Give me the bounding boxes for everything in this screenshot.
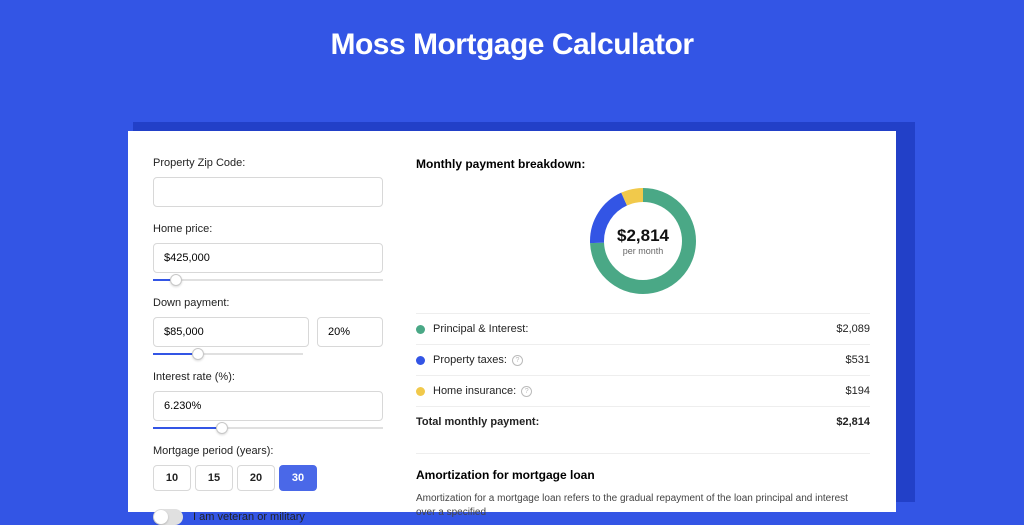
period-btn-15[interactable]: 15 xyxy=(195,465,233,491)
amortization-text: Amortization for a mortgage loan refers … xyxy=(416,492,870,520)
zip-group: Property Zip Code: xyxy=(153,157,383,207)
down-payment-label: Down payment: xyxy=(153,297,383,309)
legend-text: Total monthly payment: xyxy=(416,416,539,428)
period-btn-20[interactable]: 20 xyxy=(237,465,275,491)
slider-thumb[interactable] xyxy=(192,348,204,360)
down-payment-pct-input[interactable] xyxy=(317,317,383,347)
slider-thumb[interactable] xyxy=(216,422,228,434)
zip-label: Property Zip Code: xyxy=(153,157,383,169)
slider-fill xyxy=(153,427,222,429)
interest-group: Interest rate (%): xyxy=(153,371,383,429)
legend-label: Home insurance: ? xyxy=(433,385,846,397)
down-payment-group: Down payment: xyxy=(153,297,383,355)
legend-value: $2,814 xyxy=(836,416,870,428)
down-payment-slider[interactable] xyxy=(153,353,303,355)
donut-center: $2,814 per month xyxy=(583,181,703,301)
donut-amount: $2,814 xyxy=(617,226,669,246)
period-btn-10[interactable]: 10 xyxy=(153,465,191,491)
period-options: 10 15 20 30 xyxy=(153,465,383,491)
toggle-knob xyxy=(154,510,168,524)
calculator-card: Property Zip Code: Home price: Down paym… xyxy=(128,131,896,512)
veteran-label: I am veteran or military xyxy=(193,511,305,523)
breakdown-panel: Monthly payment breakdown: $2,814 per mo xyxy=(408,131,896,512)
home-price-slider[interactable] xyxy=(153,279,383,281)
page-title: Moss Mortgage Calculator xyxy=(0,0,1024,84)
amortization-title: Amortization for mortgage loan xyxy=(416,468,870,482)
legend-text: Home insurance: xyxy=(433,385,516,397)
legend-row-principal: Principal & Interest: $2,089 xyxy=(416,314,870,345)
home-price-label: Home price: xyxy=(153,223,383,235)
legend-dot xyxy=(416,325,425,334)
zip-input[interactable] xyxy=(153,177,383,207)
slider-thumb[interactable] xyxy=(170,274,182,286)
donut-wrap: $2,814 per month xyxy=(416,181,870,301)
veteran-row: I am veteran or military xyxy=(153,509,383,525)
legend-value: $194 xyxy=(846,385,870,397)
legend-row-total: Total monthly payment: $2,814 xyxy=(416,407,870,437)
legend-label: Property taxes: ? xyxy=(433,354,846,366)
form-panel: Property Zip Code: Home price: Down paym… xyxy=(128,131,408,512)
down-payment-amount-input[interactable] xyxy=(153,317,309,347)
period-btn-30[interactable]: 30 xyxy=(279,465,317,491)
legend-dot xyxy=(416,356,425,365)
legend-value: $531 xyxy=(846,354,870,366)
breakdown-title: Monthly payment breakdown: xyxy=(416,157,870,171)
home-price-input[interactable] xyxy=(153,243,383,273)
interest-label: Interest rate (%): xyxy=(153,371,383,383)
interest-slider[interactable] xyxy=(153,427,383,429)
veteran-toggle[interactable] xyxy=(153,509,183,525)
period-group: Mortgage period (years): 10 15 20 30 xyxy=(153,445,383,491)
legend-text: Principal & Interest: xyxy=(433,323,528,335)
legend-value: $2,089 xyxy=(836,323,870,335)
donut-chart: $2,814 per month xyxy=(583,181,703,301)
legend-label: Principal & Interest: xyxy=(433,323,836,335)
legend-label: Total monthly payment: xyxy=(416,416,836,428)
legend-dot xyxy=(416,387,425,396)
donut-sub: per month xyxy=(623,246,664,256)
period-label: Mortgage period (years): xyxy=(153,445,383,457)
help-icon[interactable]: ? xyxy=(512,355,523,366)
legend-text: Property taxes: xyxy=(433,354,507,366)
interest-input[interactable] xyxy=(153,391,383,421)
help-icon[interactable]: ? xyxy=(521,386,532,397)
legend: Principal & Interest: $2,089 Property ta… xyxy=(416,313,870,437)
amortization-section: Amortization for mortgage loan Amortizat… xyxy=(416,453,870,520)
legend-row-taxes: Property taxes: ? $531 xyxy=(416,345,870,376)
home-price-group: Home price: xyxy=(153,223,383,281)
legend-row-insurance: Home insurance: ? $194 xyxy=(416,376,870,407)
